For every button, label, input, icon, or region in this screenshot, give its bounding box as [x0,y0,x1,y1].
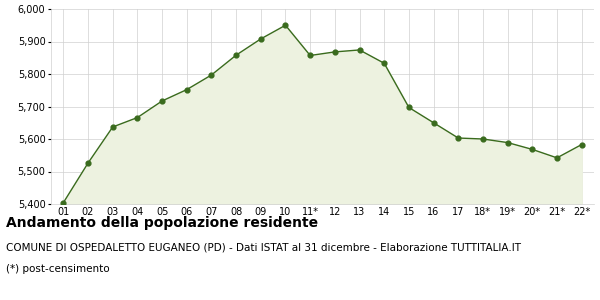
Point [59,200,68,205]
Point [552,155,562,160]
Point [577,142,586,147]
Point [478,136,488,141]
Text: (*) post-censimento: (*) post-censimento [6,264,110,274]
Point [108,124,118,129]
Point [305,53,315,58]
Point [454,136,463,140]
Text: COMUNE DI OSPEDALETTO EUGANEO (PD) - Dati ISTAT al 31 dicembre - Elaborazione TU: COMUNE DI OSPEDALETTO EUGANEO (PD) - Dat… [6,243,521,253]
Text: Andamento della popolazione residente: Andamento della popolazione residente [6,216,318,230]
Point [355,48,364,52]
Point [429,120,439,125]
Point [527,147,537,152]
Point [232,53,241,58]
Point [503,140,512,145]
Point [133,115,142,120]
Point [256,37,266,41]
Point [404,105,413,110]
Point [330,50,340,54]
Point [83,160,93,165]
Point [281,23,290,28]
Point [182,87,191,92]
Point [157,99,167,103]
Point [206,73,216,77]
Point [379,61,389,66]
